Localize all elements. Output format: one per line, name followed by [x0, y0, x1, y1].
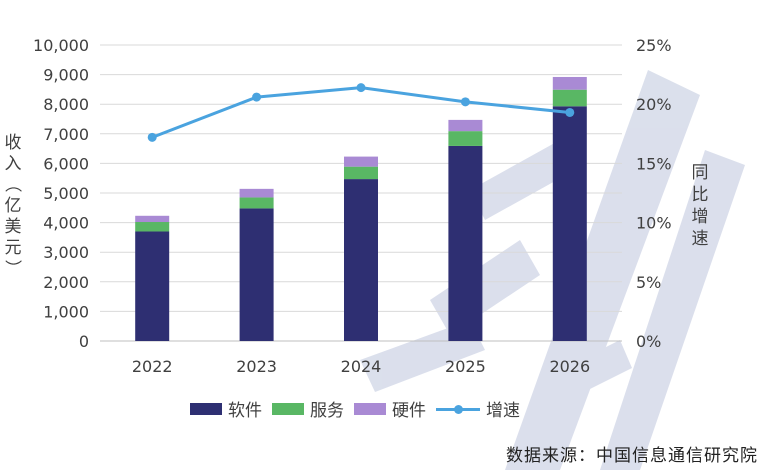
y-tick-label: 1,000 [43, 302, 89, 321]
left-axis-title: 收入 （ 亿美元 ） [2, 133, 22, 277]
growth-point [147, 132, 157, 142]
growth-point [356, 83, 366, 93]
growth-point [460, 97, 470, 107]
bar-segment [344, 166, 378, 180]
left-axis-ticks: 0 1,000 2,000 3,000 4,000 5,000 6,000 7,000 8,00… [33, 36, 89, 351]
bar-segment [344, 156, 378, 167]
x-tick-label: 2022 [132, 357, 173, 376]
legend-label: 服务 [310, 401, 344, 421]
y-tick-label: 3,000 [43, 243, 89, 262]
bar-segment [448, 131, 483, 146]
axis-title-char: （ [2, 176, 22, 193]
legend-swatch-icon [272, 402, 304, 415]
legend-label: 硬件 [392, 401, 426, 421]
line-series [147, 83, 575, 142]
axis-title-char: 收 [5, 133, 22, 153]
axis-title-char: 比 [692, 185, 709, 205]
bar-segment [135, 222, 170, 232]
legend-swatch-icon [354, 402, 386, 415]
y-tick-label: 5,000 [43, 184, 89, 203]
legend-line-icon [436, 403, 480, 415]
axis-title-char: 速 [692, 229, 709, 249]
bar-segment [344, 179, 378, 341]
bar-segment [552, 89, 587, 107]
bar-segment [239, 188, 274, 198]
growth-point [565, 107, 575, 117]
legend-swatch-icon [190, 402, 222, 415]
x-tick-label: 2024 [341, 357, 382, 376]
growth-line [151, 86, 570, 139]
bar-segment [135, 215, 170, 223]
axis-title-char: ） [2, 260, 22, 277]
legend-label: 软件 [228, 401, 262, 421]
legend-item: 软件 [190, 396, 262, 421]
x-tick-label: 2026 [549, 357, 590, 376]
bar-segment [552, 76, 587, 90]
x-axis-ticks: 2022 2023 2024 2025 2026 [132, 357, 590, 376]
y-tick-label: 10,000 [33, 36, 89, 55]
bar-segment [135, 231, 170, 341]
y-tick-label: 8,000 [43, 95, 89, 114]
y2-tick-label: 0% [636, 332, 661, 351]
bar-segment [239, 197, 274, 209]
axis-title-char: 入 [5, 154, 22, 174]
bar-segment [239, 208, 274, 341]
legend-item: 硬件 [354, 396, 426, 421]
axis-title-char: 元 [5, 238, 22, 258]
legend-item: 增速 [436, 396, 520, 421]
growth-point [252, 92, 262, 102]
legend-item: 服务 [272, 396, 344, 421]
y-tick-label: 7,000 [43, 125, 89, 144]
axis-title-char: 亿 [5, 196, 22, 216]
bar-series [135, 76, 587, 341]
y-tick-label: 0 [79, 332, 89, 351]
y2-tick-label: 5% [636, 273, 661, 292]
axis-title-char: 同 [692, 163, 709, 183]
legend: 软件 服务 硬件 增速 [190, 396, 530, 421]
bar-segment [448, 145, 483, 341]
y-tick-label: 2,000 [43, 273, 89, 292]
y-tick-label: 6,000 [43, 154, 89, 173]
x-tick-label: 2023 [236, 357, 277, 376]
x-tick-label: 2025 [445, 357, 486, 376]
y2-tick-label: 25% [636, 36, 672, 55]
axis-title-char: 增 [692, 207, 709, 227]
axis-title-char: 美 [5, 217, 22, 237]
y2-tick-label: 10% [636, 214, 672, 233]
y-tick-label: 4,000 [43, 214, 89, 233]
source-note: 数据来源：中国信息通信研究院 [506, 446, 758, 466]
bar-segment [448, 119, 483, 132]
y-tick-label: 9,000 [43, 66, 89, 85]
right-axis-ticks: 0% 5% 10% 15% 20% 25% [636, 36, 672, 351]
y2-tick-label: 20% [636, 95, 672, 114]
bar-segment [552, 106, 587, 341]
y2-tick-label: 15% [636, 154, 672, 173]
legend-label: 增速 [486, 401, 520, 421]
